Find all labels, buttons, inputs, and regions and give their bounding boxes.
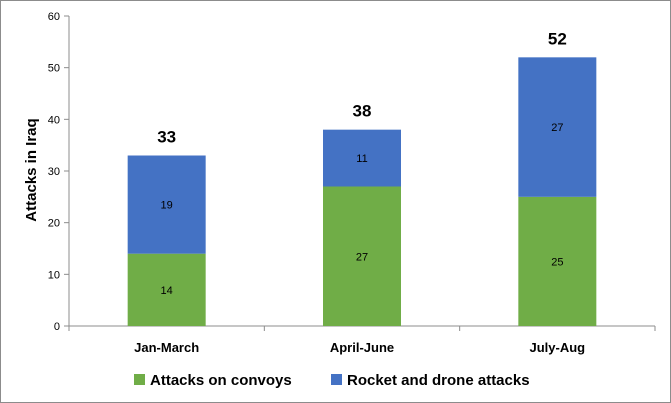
y-tick-label: 40 bbox=[48, 114, 60, 126]
bars bbox=[127, 57, 597, 326]
bar-total-label: 33 bbox=[157, 128, 176, 147]
bar-segment-value-label: 27 bbox=[356, 251, 368, 263]
bar-segment-rocket-drone bbox=[127, 155, 206, 254]
legend-label: Attacks on convoys bbox=[150, 372, 292, 389]
legend-label: Rocket and drone attacks bbox=[347, 372, 530, 389]
y-axis-label: Attacks in Iraq bbox=[23, 118, 40, 221]
bar-segment-rocket-drone bbox=[518, 57, 597, 197]
y-tick-label: 60 bbox=[48, 11, 60, 23]
y-tick-label: 0 bbox=[54, 321, 60, 333]
bar-segment-convoys bbox=[127, 253, 206, 326]
legend-swatch bbox=[331, 374, 342, 385]
labels: 14 19 33 Jan-March 27 11 38 April-June 25 27 52 Jul… bbox=[134, 29, 585, 355]
bar-total-label: 38 bbox=[353, 102, 372, 121]
y-tick-label: 50 bbox=[48, 63, 60, 75]
bar-segment-convoys bbox=[323, 186, 401, 326]
y-tick-label: 20 bbox=[48, 218, 60, 230]
bar-segment-value-label: 11 bbox=[356, 153, 367, 165]
bar-segment-value-label: 27 bbox=[551, 122, 563, 134]
legend: Attacks on convoys Rocket and drone attac… bbox=[134, 372, 530, 389]
bar-segment-rocket-drone bbox=[323, 129, 401, 187]
x-category-label: Jan-March bbox=[134, 340, 199, 355]
bar-segment-value-label: 19 bbox=[161, 200, 173, 212]
x-category-label: April-June bbox=[330, 340, 394, 355]
bar-segment-convoys bbox=[518, 196, 597, 326]
y-tick-label: 30 bbox=[48, 166, 60, 178]
y-tick-label: 10 bbox=[48, 269, 60, 281]
bar-segment-value-label: 25 bbox=[551, 256, 563, 268]
bar-segment-value-label: 14 bbox=[161, 285, 173, 297]
bar-total-label: 52 bbox=[548, 29, 567, 48]
x-category-label: July-Aug bbox=[530, 340, 586, 355]
legend-swatch bbox=[134, 374, 145, 385]
